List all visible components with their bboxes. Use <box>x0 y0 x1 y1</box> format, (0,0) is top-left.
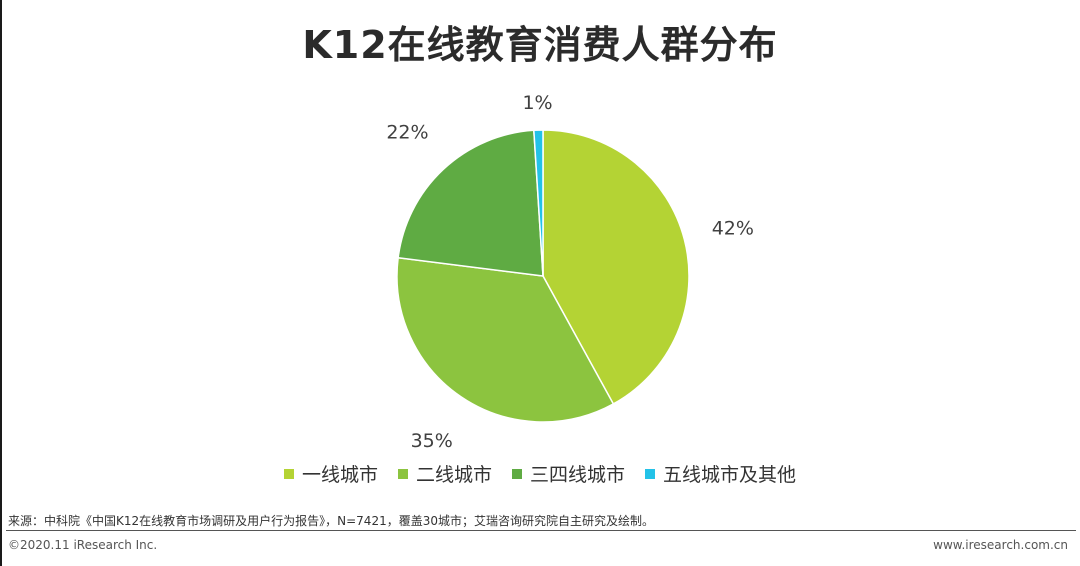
pie-slices <box>396 129 690 423</box>
legend-item-tier2: 二线城市 <box>397 460 492 487</box>
frame-left-border <box>0 0 2 566</box>
pie-label-tier2: 35% <box>411 430 453 452</box>
website-link: www.iresearch.com.cn <box>933 538 1068 552</box>
pie-slice-tier34 <box>397 129 544 277</box>
footer-divider <box>6 530 1076 531</box>
pie-labels: 42% 35% 22% 1% <box>386 92 754 452</box>
pie-slice-tier2 <box>396 256 615 423</box>
source-note: 来源：中科院《中国K12在线教育市场调研及用户行为报告》，N=7421，覆盖30… <box>8 514 654 528</box>
pie-slice-tier5 <box>533 129 544 277</box>
pie-slice-tier1 <box>542 129 690 405</box>
legend-swatch-tier5 <box>645 468 656 479</box>
pie-label-tier5: 1% <box>522 92 552 114</box>
legend-item-tier5: 五线城市及其他 <box>645 460 796 487</box>
legend-label-tier1: 一线城市 <box>301 464 378 486</box>
pie-label-tier34: 22% <box>386 122 428 144</box>
pie-label-tier1: 42% <box>712 217 754 239</box>
legend-label-tier5: 五线城市及其他 <box>663 464 797 486</box>
legend-swatch-tier1 <box>283 468 294 479</box>
chart-title: K12在线教育消费人群分布 <box>302 23 778 67</box>
legend-label-tier34: 三四线城市 <box>530 464 626 486</box>
legend-swatch-tier34 <box>512 468 522 479</box>
legend-label-tier2: 二线城市 <box>415 464 492 486</box>
legend: 一线城市 二线城市 三四线城市 五线城市及其他 <box>0 460 1080 487</box>
legend-swatch-tier2 <box>397 468 408 479</box>
legend-item-tier1: 一线城市 <box>283 460 378 487</box>
legend-item-tier34: 三四线城市 <box>512 460 625 487</box>
copyright: ©2020.11 iResearch Inc. <box>8 538 158 552</box>
